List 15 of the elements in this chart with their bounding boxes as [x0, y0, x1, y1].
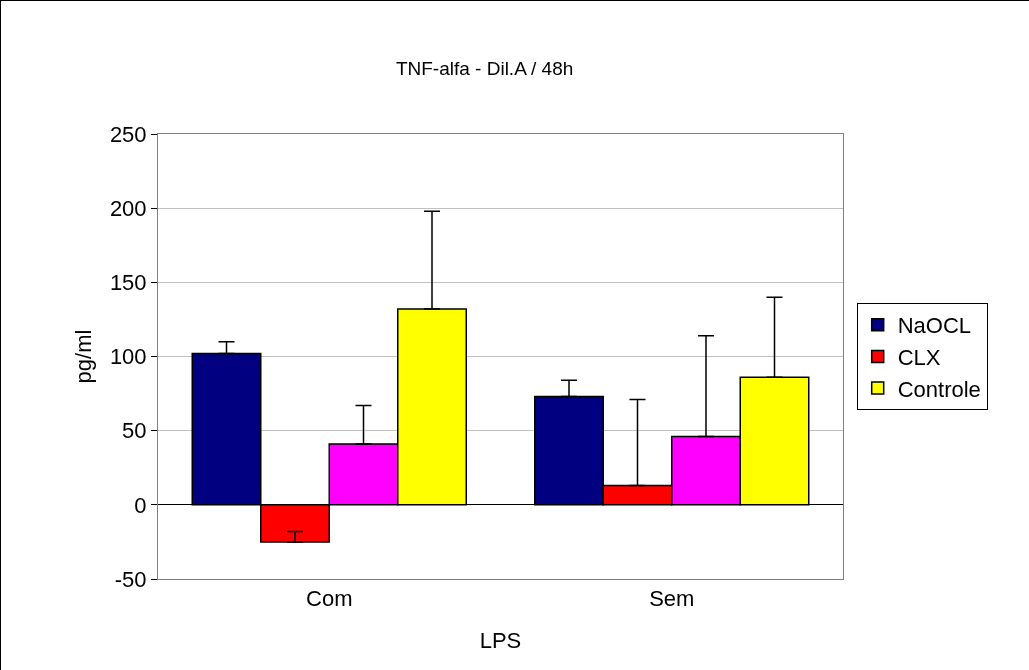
legend-label: Controle — [897, 376, 981, 402]
y-tick-label: 50 — [122, 418, 147, 444]
x-axis-title: LPS — [479, 628, 522, 654]
x-tick-label: Com — [306, 586, 353, 612]
y-tick-label: 200 — [109, 195, 147, 221]
y-tick-label: 100 — [109, 344, 147, 370]
y-tick-label: 250 — [109, 121, 147, 147]
y-axis-title: pg/ml — [70, 329, 96, 384]
legend-label: NaOCL — [897, 313, 972, 339]
chart-title: TNF-alfa - Dil.A / 48h — [395, 57, 574, 79]
x-tick-label: Sem — [649, 586, 695, 612]
y-tick-label: 0 — [134, 492, 147, 518]
y-tick-label: 150 — [109, 270, 147, 296]
legend-label: CLX — [897, 344, 941, 370]
y-tick-label: -50 — [114, 566, 147, 592]
